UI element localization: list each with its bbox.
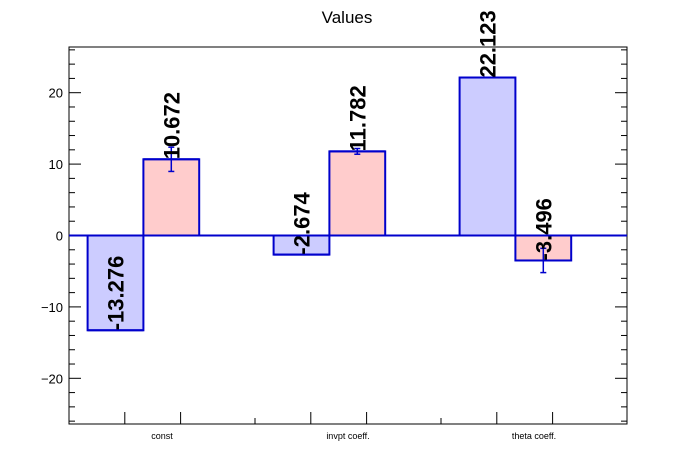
x-category-label: theta coeff. xyxy=(512,431,556,441)
data-label: -2.674 xyxy=(290,191,315,254)
bar xyxy=(328,150,387,237)
data-label: 10.672 xyxy=(159,92,184,159)
y-tick-label: 0 xyxy=(56,229,63,244)
bar xyxy=(458,76,517,237)
chart-title: Values xyxy=(322,8,373,27)
data-label: 22.123 xyxy=(476,10,501,77)
x-category-label: invpt coeff. xyxy=(326,431,369,441)
data-label: 11.782 xyxy=(345,85,370,151)
y-tick-label: −20 xyxy=(41,371,63,386)
data-label: -13.276 xyxy=(104,256,129,331)
y-tick-label: 10 xyxy=(49,157,63,172)
x-category-label: const xyxy=(151,431,173,441)
bar xyxy=(142,158,201,237)
plot-area: −20 −10 0 10 20 -13.276 -2.674 22.123 10.672 11.7… xyxy=(41,10,628,441)
y-tick-label: 20 xyxy=(49,86,63,101)
y-tick-label: −10 xyxy=(41,300,63,315)
data-label: -3.496 xyxy=(531,198,556,260)
